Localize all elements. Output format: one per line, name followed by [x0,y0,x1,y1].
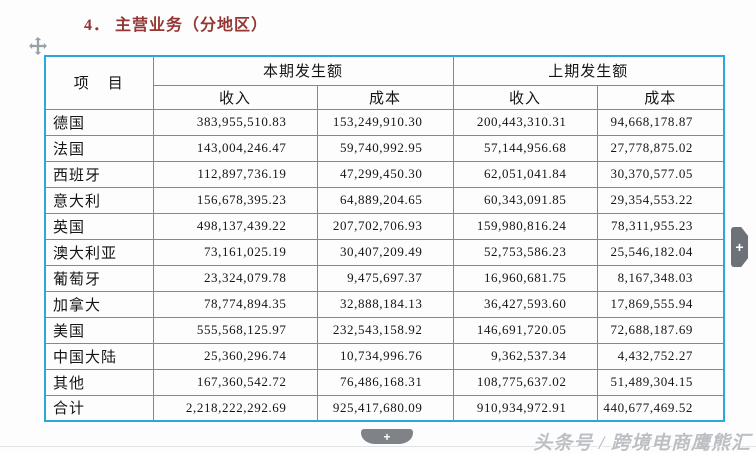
region-cell: 葡萄牙 [44,264,154,292]
amount-cell: 23,324,079.78 [152,264,318,292]
region-cell: 英国 [44,212,154,240]
amount-cell: 64,889,204.65 [316,186,454,214]
amount-cell: 153,249,910.30 [316,108,454,136]
amount-cell: 29,354,553.22 [596,186,725,214]
header-prior-income: 收入 [452,84,598,110]
amount-cell: 383,955,510.83 [152,108,318,136]
header-prior-period: 上期发生额 [452,55,725,86]
amount-cell: 17,869,555.94 [596,290,725,318]
amount-cell: 4,432,752.27 [596,342,725,370]
regional-revenue-table: 项 目 本期发生额 上期发生额 收入 成本 收入 成本 德国 383,955,51… [44,55,726,422]
region-cell: 澳大利亚 [44,238,154,266]
page-divider-line [0,446,756,447]
amount-cell: 8,167,348.03 [596,264,725,292]
region-cell: 其他 [44,368,154,396]
section-title: 4． 主营业务（分地区） [84,17,269,34]
region-cell: 加拿大 [44,290,154,318]
add-column-handle[interactable]: + [731,227,748,267]
amount-cell: 200,443,310.31 [452,108,598,136]
move-cross-icon [29,37,47,55]
table-row: 其他 167,360,542.72 76,486,168.31 108,775,637… [44,368,725,396]
region-cell: 意大利 [44,186,154,214]
region-cell: 合计 [44,394,154,422]
amount-cell: 51,489,304.15 [596,368,725,396]
table-row: 加拿大 78,774,894.35 32,888,184.13 36,427,593.… [44,290,725,318]
amount-cell: 143,004,246.47 [152,134,318,162]
amount-cell: 108,775,637.02 [452,368,598,396]
amount-cell: 60,343,091.85 [452,186,598,214]
table-row: 合计 2,218,222,292.69 925,417,680.09 910,934,… [44,394,725,422]
amount-cell: 27,778,875.02 [596,134,725,162]
table-header: 项 目 本期发生额 上期发生额 收入 成本 收入 成本 [44,55,725,110]
amount-cell: 59,740,992.95 [316,134,454,162]
amount-cell: 78,774,894.35 [152,290,318,318]
amount-cell: 25,360,296.74 [152,342,318,370]
region-cell: 西班牙 [44,160,154,188]
header-item: 项 目 [44,55,154,110]
table-body: 德国 383,955,510.83 153,249,910.30 200,443,31… [44,108,725,422]
amount-cell: 78,311,955.23 [596,212,725,240]
amount-cell: 167,360,542.72 [152,368,318,396]
amount-cell: 925,417,680.09 [316,394,454,422]
amount-cell: 30,407,209.49 [316,238,454,266]
amount-cell: 440,677,469.52 [596,394,725,422]
header-prior-cost: 成本 [596,84,725,110]
amount-cell: 72,688,187.69 [596,316,725,344]
region-cell: 美国 [44,316,154,344]
table-row: 德国 383,955,510.83 153,249,910.30 200,443,31… [44,108,725,136]
amount-cell: 10,734,996.76 [316,342,454,370]
amount-cell: 47,299,450.30 [316,160,454,188]
region-cell: 法国 [44,134,154,162]
add-row-handle[interactable]: + [361,429,413,444]
amount-cell: 52,753,586.23 [452,238,598,266]
table-row: 葡萄牙 23,324,079.78 9,475,697.37 16,960,681.7… [44,264,725,292]
table-row: 澳大利亚 73,161,025.19 30,407,209.49 52,753,586… [44,238,725,266]
region-cell: 中国大陆 [44,342,154,370]
table-row: 美国 555,568,125.97 232,543,158.92 146,691,72… [44,316,725,344]
table-row: 法国 143,004,246.47 59,740,992.95 57,144,956.… [44,134,725,162]
amount-cell: 156,678,395.23 [152,186,318,214]
table-row: 英国 498,137,439.22 207,702,706.93 159,980,81… [44,212,725,240]
amount-cell: 57,144,956.68 [452,134,598,162]
amount-cell: 9,475,697.37 [316,264,454,292]
table-row: 西班牙 112,897,736.19 47,299,450.30 62,051,041… [44,160,725,188]
amount-cell: 9,362,537.34 [452,342,598,370]
watermark-text: 头条号 / 跨境电商鹰熊汇 [533,433,751,453]
table-row: 意大利 156,678,395.23 64,889,204.65 60,343,091… [44,186,725,214]
amount-cell: 910,934,972.91 [452,394,598,422]
amount-cell: 94,668,178.87 [596,108,725,136]
amount-cell: 32,888,184.13 [316,290,454,318]
header-current-income: 收入 [152,84,318,110]
table-row: 中国大陆 25,360,296.74 10,734,996.76 9,362,537.… [44,342,725,370]
header-current-cost: 成本 [316,84,454,110]
amount-cell: 232,543,158.92 [316,316,454,344]
amount-cell: 16,960,681.75 [452,264,598,292]
table-move-handle-icon[interactable] [29,37,47,55]
region-cell: 德国 [44,108,154,136]
amount-cell: 76,486,168.31 [316,368,454,396]
plus-icon: + [383,429,391,444]
amount-cell: 73,161,025.19 [152,238,318,266]
amount-cell: 25,546,182.04 [596,238,725,266]
amount-cell: 2,218,222,292.69 [152,394,318,422]
amount-cell: 498,137,439.22 [152,212,318,240]
amount-cell: 112,897,736.19 [152,160,318,188]
amount-cell: 159,980,816.24 [452,212,598,240]
amount-cell: 146,691,720.05 [452,316,598,344]
plus-icon: + [735,239,744,255]
amount-cell: 36,427,593.60 [452,290,598,318]
amount-cell: 207,702,706.93 [316,212,454,240]
header-current-period: 本期发生额 [152,55,454,86]
amount-cell: 555,568,125.97 [152,316,318,344]
amount-cell: 62,051,041.84 [452,160,598,188]
amount-cell: 30,370,577.05 [596,160,725,188]
